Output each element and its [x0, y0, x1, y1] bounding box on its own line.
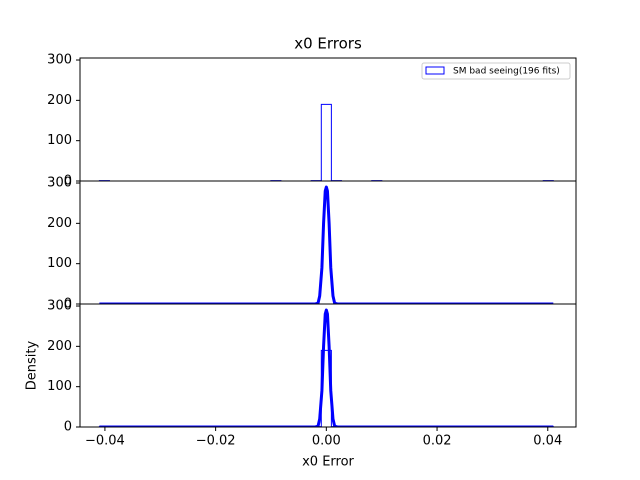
- x-tick-label: −0.02: [196, 434, 236, 449]
- x-tick-label: 0.04: [533, 434, 562, 449]
- y-axis-label: Density: [25, 340, 40, 390]
- legend-box: [421, 62, 571, 80]
- y-tick-label: 100: [47, 379, 72, 394]
- chart-title: x0 Errors: [294, 35, 362, 53]
- y-tick-label: 300: [47, 53, 72, 68]
- x-tick-label: −0.04: [85, 434, 125, 449]
- axes-frame: [79, 303, 577, 428]
- y-tick-label: 0: [64, 297, 72, 312]
- y-tick-label: 300: [47, 176, 72, 191]
- y-tick-label: 300: [47, 299, 72, 314]
- kde-line: [99, 185, 554, 304]
- y-tick-label: 100: [47, 256, 72, 271]
- hist-bar: [320, 103, 332, 181]
- y-tick-label: 100: [47, 133, 72, 148]
- y-tick-label: 0: [64, 174, 72, 189]
- y-tick-label: 0: [64, 420, 72, 435]
- plot-area: [98, 308, 554, 427]
- legend-label: SM bad seeing(196 fits): [453, 67, 560, 77]
- y-tick-label: 200: [47, 216, 72, 231]
- x-axis-label: x0 Error: [302, 455, 354, 470]
- plot-area: [98, 103, 554, 181]
- panel: 0 100 200 300 −0.04 −0.02 0.00 0.02 0.04 x0 Error…: [25, 299, 577, 470]
- y-tick-label: 200: [47, 93, 72, 108]
- panel: 0 100 200 300 x0 Errors SM bad seeing(196 fit…: [47, 35, 577, 189]
- y-tick-label: 200: [47, 339, 72, 354]
- kde-line: [99, 308, 554, 427]
- x-tick-label: 0.02: [423, 434, 452, 449]
- x-tick-label: 0.00: [312, 434, 341, 449]
- legend-swatch: [425, 66, 445, 75]
- plot-area: [99, 185, 554, 304]
- panel: 0 100 200 300: [47, 176, 577, 312]
